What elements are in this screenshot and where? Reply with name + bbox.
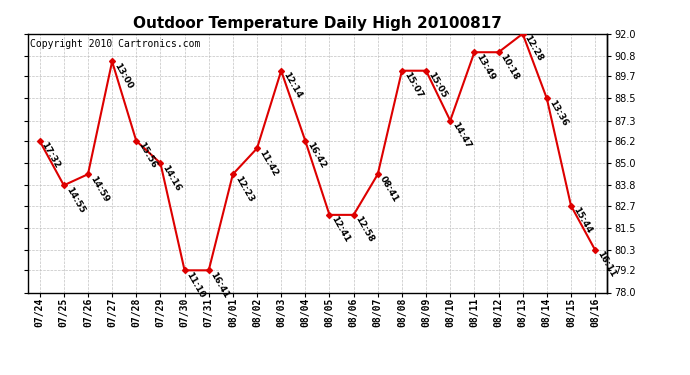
Text: 15:44: 15:44 bbox=[571, 206, 593, 235]
Text: 16:41: 16:41 bbox=[208, 270, 231, 300]
Text: 08:41: 08:41 bbox=[378, 174, 400, 204]
Text: 13:00: 13:00 bbox=[112, 62, 134, 90]
Text: 14:55: 14:55 bbox=[63, 185, 86, 215]
Text: 12:14: 12:14 bbox=[282, 71, 304, 100]
Text: Copyright 2010 Cartronics.com: Copyright 2010 Cartronics.com bbox=[30, 39, 201, 49]
Text: 14:16: 14:16 bbox=[160, 163, 183, 192]
Text: 16:42: 16:42 bbox=[305, 141, 328, 170]
Text: 16:11: 16:11 bbox=[595, 250, 618, 279]
Text: 15:07: 15:07 bbox=[402, 71, 424, 100]
Title: Outdoor Temperature Daily High 20100817: Outdoor Temperature Daily High 20100817 bbox=[133, 16, 502, 31]
Text: 12:41: 12:41 bbox=[330, 215, 352, 244]
Text: 11:42: 11:42 bbox=[257, 148, 279, 178]
Text: 13:49: 13:49 bbox=[475, 52, 497, 82]
Text: 11:10: 11:10 bbox=[184, 270, 206, 300]
Text: 10:18: 10:18 bbox=[498, 52, 520, 81]
Text: 15:56: 15:56 bbox=[136, 141, 159, 170]
Text: 17:32: 17:32 bbox=[39, 141, 62, 170]
Text: 13:36: 13:36 bbox=[546, 99, 569, 128]
Text: 12:58: 12:58 bbox=[353, 215, 376, 244]
Text: 12:28: 12:28 bbox=[523, 34, 545, 63]
Text: 14:59: 14:59 bbox=[88, 174, 110, 204]
Text: 14:47: 14:47 bbox=[450, 121, 473, 150]
Text: 12:23: 12:23 bbox=[233, 174, 255, 204]
Text: 15:05: 15:05 bbox=[426, 71, 448, 100]
